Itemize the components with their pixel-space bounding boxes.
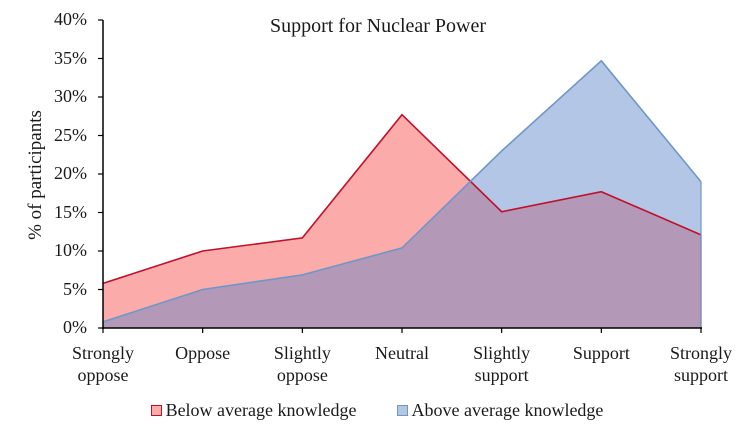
- legend-item-above-average: Above average knowledge: [396, 400, 604, 421]
- x-tick-label: Neutral: [375, 343, 429, 363]
- y-tick-label: 0%: [63, 317, 87, 337]
- legend-item-below-average: Below average knowledge: [150, 400, 357, 421]
- legend: Below average knowledge Above average kn…: [0, 400, 754, 421]
- x-tick-label: Support: [572, 343, 630, 363]
- x-tick-label: Slightly oppose: [273, 343, 331, 385]
- legend-label: Below average knowledge: [165, 400, 357, 420]
- legend-swatch-red: [150, 405, 162, 416]
- x-tick-label: Strongly oppose: [71, 343, 134, 385]
- y-tick-label: 15%: [54, 201, 87, 222]
- line-below-average: [102, 113, 702, 285]
- line-above-average: [102, 59, 702, 323]
- legend-label: Above average knowledge: [411, 400, 604, 420]
- y-tick-label: 10%: [54, 240, 87, 260]
- x-tick-label: Strongly support: [669, 343, 732, 385]
- y-tick-label: 20%: [54, 163, 87, 183]
- y-tick-label: 40%: [54, 9, 87, 29]
- y-tick-label: 25%: [54, 124, 87, 145]
- legend-swatch-blue: [396, 405, 408, 416]
- axes: [98, 19, 702, 333]
- chart-title: Support for Nuclear Power: [269, 15, 487, 37]
- y-tick-label: 35%: [54, 47, 87, 68]
- x-tick-label: Slightly support: [473, 343, 531, 385]
- y-tick-label: 5%: [63, 278, 87, 299]
- x-tick-label: Oppose: [175, 343, 231, 363]
- y-tick-label: 30%: [54, 86, 87, 106]
